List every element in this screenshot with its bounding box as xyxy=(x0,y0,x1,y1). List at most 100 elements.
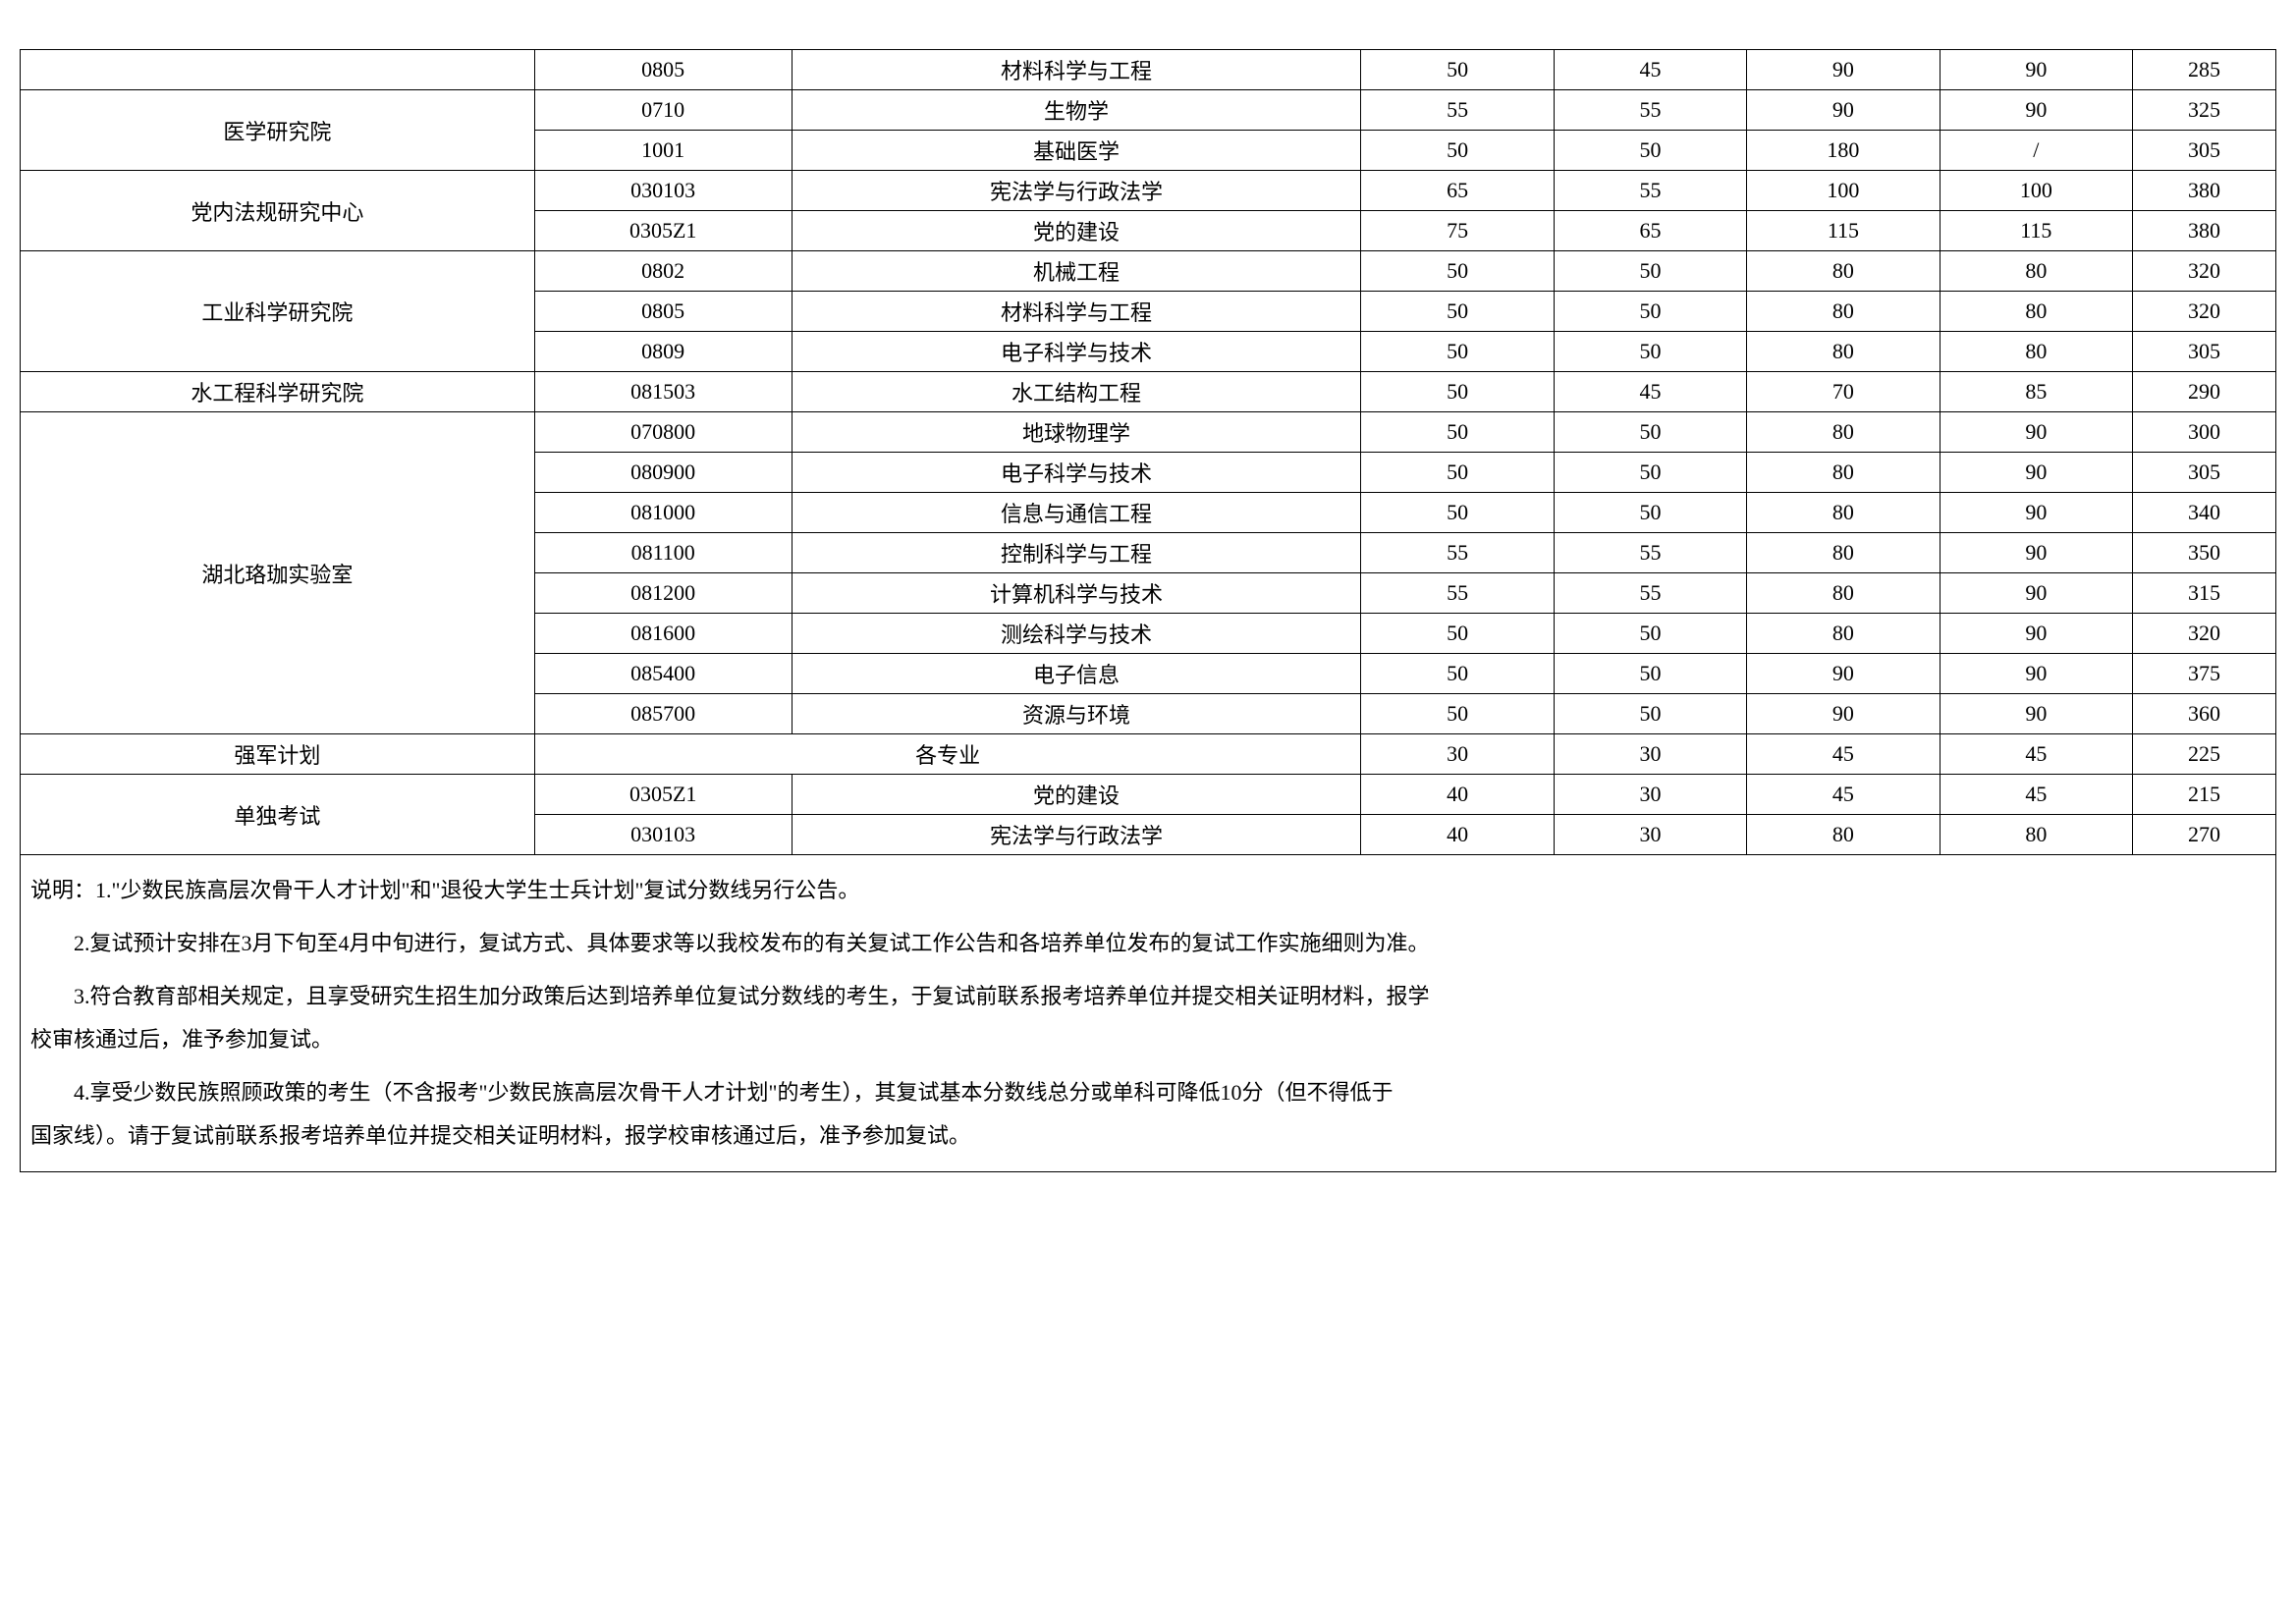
code-cell: 080900 xyxy=(534,453,792,493)
score-cell: 50 xyxy=(1361,412,1554,453)
table-row: 工业科学研究院0802机械工程50508080320 xyxy=(21,251,2276,292)
score-cell: 90 xyxy=(1747,654,1940,694)
code-cell: 0305Z1 xyxy=(534,775,792,815)
code-cell: 0805 xyxy=(534,50,792,90)
score-cell: 30 xyxy=(1554,734,1746,775)
score-cell: 380 xyxy=(2133,211,2276,251)
score-cell: 45 xyxy=(1747,775,1940,815)
code-cell: 030103 xyxy=(534,815,792,855)
score-cell: 45 xyxy=(1747,734,1940,775)
score-cell: 340 xyxy=(2133,493,2276,533)
score-cell: 80 xyxy=(1747,292,1940,332)
score-cell: 40 xyxy=(1361,815,1554,855)
code-cell: 081600 xyxy=(534,614,792,654)
score-cell: 55 xyxy=(1554,171,1746,211)
major-cell: 宪法学与行政法学 xyxy=(792,815,1361,855)
score-cell: 180 xyxy=(1747,131,1940,171)
score-cell: 315 xyxy=(2133,573,2276,614)
score-cell: 50 xyxy=(1361,251,1554,292)
score-cell: 285 xyxy=(2133,50,2276,90)
score-cell: 50 xyxy=(1361,654,1554,694)
score-cell: 50 xyxy=(1554,131,1746,171)
score-cell: 360 xyxy=(2133,694,2276,734)
merged-major-cell: 各专业 xyxy=(534,734,1361,775)
score-cell: 45 xyxy=(1940,734,2132,775)
score-cell: 65 xyxy=(1554,211,1746,251)
score-cell: / xyxy=(1940,131,2132,171)
score-cell: 65 xyxy=(1361,171,1554,211)
code-cell: 0809 xyxy=(534,332,792,372)
score-cell: 90 xyxy=(1940,573,2132,614)
score-cell: 50 xyxy=(1554,614,1746,654)
score-cell: 50 xyxy=(1554,292,1746,332)
dept-cell: 湖北珞珈实验室 xyxy=(21,412,535,734)
score-cell: 90 xyxy=(1747,50,1940,90)
dept-cell xyxy=(21,50,535,90)
table-row: 0805材料科学与工程50459090285 xyxy=(21,50,2276,90)
score-cell: 90 xyxy=(1940,50,2132,90)
score-cell: 225 xyxy=(2133,734,2276,775)
table-row: 党内法规研究中心030103宪法学与行政法学6555100100380 xyxy=(21,171,2276,211)
score-cell: 375 xyxy=(2133,654,2276,694)
score-cell: 50 xyxy=(1554,453,1746,493)
major-cell: 信息与通信工程 xyxy=(792,493,1361,533)
score-cell: 300 xyxy=(2133,412,2276,453)
note-1: 说明：1."少数民族高层次骨干人才计划"和"退役大学生士兵计划"复试分数线另行公… xyxy=(30,869,2266,912)
score-cell: 80 xyxy=(1747,453,1940,493)
score-cell: 55 xyxy=(1361,573,1554,614)
score-cell: 50 xyxy=(1361,372,1554,412)
note-3b: 校审核通过后，准予参加复试。 xyxy=(30,1018,2266,1061)
score-cell: 50 xyxy=(1361,292,1554,332)
major-cell: 地球物理学 xyxy=(792,412,1361,453)
major-cell: 材料科学与工程 xyxy=(792,50,1361,90)
score-cell: 80 xyxy=(1747,251,1940,292)
score-cell: 305 xyxy=(2133,332,2276,372)
score-cell: 320 xyxy=(2133,292,2276,332)
code-cell: 0802 xyxy=(534,251,792,292)
code-cell: 0710 xyxy=(534,90,792,131)
score-cell: 80 xyxy=(1747,493,1940,533)
score-cell: 325 xyxy=(2133,90,2276,131)
note-4: 4.享受少数民族照顾政策的考生（不含报考"少数民族高层次骨干人才计划"的考生），… xyxy=(30,1071,2266,1158)
score-cell: 75 xyxy=(1361,211,1554,251)
dept-cell: 党内法规研究中心 xyxy=(21,171,535,251)
score-cell: 115 xyxy=(1747,211,1940,251)
score-cell: 80 xyxy=(1940,292,2132,332)
score-cell: 80 xyxy=(1747,412,1940,453)
code-cell: 081200 xyxy=(534,573,792,614)
dept-cell: 工业科学研究院 xyxy=(21,251,535,372)
code-cell: 0805 xyxy=(534,292,792,332)
score-cell: 320 xyxy=(2133,614,2276,654)
score-cell: 50 xyxy=(1361,614,1554,654)
major-cell: 电子科学与技术 xyxy=(792,453,1361,493)
score-cell: 50 xyxy=(1554,694,1746,734)
score-cell: 50 xyxy=(1361,50,1554,90)
score-cell: 55 xyxy=(1361,90,1554,131)
score-cell: 50 xyxy=(1554,654,1746,694)
score-cell: 50 xyxy=(1554,412,1746,453)
major-cell: 测绘科学与技术 xyxy=(792,614,1361,654)
major-cell: 材料科学与工程 xyxy=(792,292,1361,332)
major-cell: 水工结构工程 xyxy=(792,372,1361,412)
score-cell: 50 xyxy=(1361,453,1554,493)
code-cell: 1001 xyxy=(534,131,792,171)
score-cell: 90 xyxy=(1940,90,2132,131)
major-cell: 机械工程 xyxy=(792,251,1361,292)
table-row: 单独考试0305Z1党的建设40304545215 xyxy=(21,775,2276,815)
score-cell: 80 xyxy=(1940,251,2132,292)
score-cell: 45 xyxy=(1554,372,1746,412)
table-row: 湖北珞珈实验室070800地球物理学50508090300 xyxy=(21,412,2276,453)
note-3a: 3.符合教育部相关规定，且享受研究生招生加分政策后达到培养单位复试分数线的考生，… xyxy=(30,975,2266,1018)
score-cell: 270 xyxy=(2133,815,2276,855)
code-cell: 070800 xyxy=(534,412,792,453)
major-cell: 控制科学与工程 xyxy=(792,533,1361,573)
major-cell: 资源与环境 xyxy=(792,694,1361,734)
score-cell: 305 xyxy=(2133,131,2276,171)
score-cell: 90 xyxy=(1940,493,2132,533)
score-cell: 50 xyxy=(1554,332,1746,372)
score-cell: 30 xyxy=(1361,734,1554,775)
score-table: 0805材料科学与工程50459090285医学研究院0710生物学555590… xyxy=(20,49,2276,1172)
table-row: 水工程科学研究院081503水工结构工程50457085290 xyxy=(21,372,2276,412)
score-cell: 90 xyxy=(1747,90,1940,131)
score-cell: 305 xyxy=(2133,453,2276,493)
